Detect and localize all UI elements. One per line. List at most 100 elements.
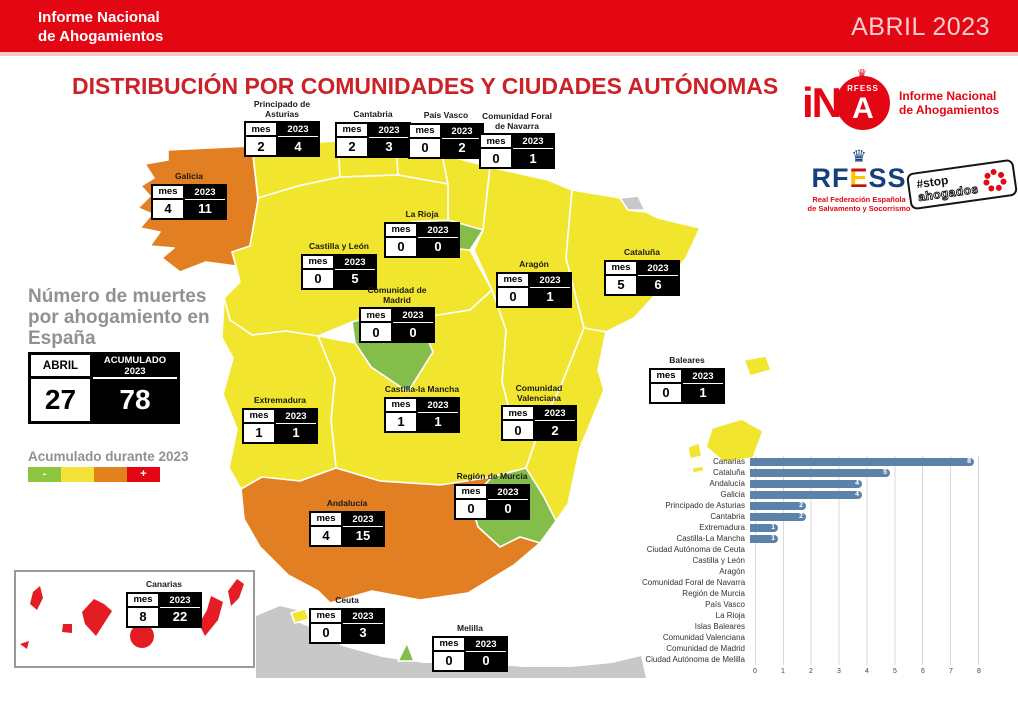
region-data-table: mes 2023 5 6 — [604, 259, 680, 296]
region-accumulated-value: 1 — [513, 149, 553, 168]
chart-row: Ciudad Autónoma de Ceuta — [642, 544, 1014, 555]
chart-bar-track: 1 — [750, 533, 974, 544]
col-header-2023: 2023 — [530, 273, 570, 288]
chart-bar-value: 2 — [799, 513, 803, 520]
col-header-2023: 2023 — [638, 261, 678, 276]
chart-bar: 4 — [750, 490, 862, 499]
chart-row: Islas Baleares — [642, 621, 1014, 632]
ina-logo: iN ♛ RFESS A Informe Nacional de Ahogami… — [802, 68, 1000, 130]
chart-bar-track: 2 — [750, 511, 974, 522]
chart-row: Castilla y León — [642, 555, 1014, 566]
region-name-label: La Rioja — [405, 209, 439, 219]
chart-row: Comunidad Foral de Navarra — [642, 577, 1014, 588]
rfess-acronym: RFESS — [800, 165, 918, 192]
region-stats-asturias: Principado de Asturias mes 2023 2 4 — [243, 99, 321, 158]
col-header-2023: 2023 — [335, 255, 375, 270]
col-header-mes: mes — [128, 593, 160, 608]
region-stats-baleares: Baleares mes 2023 0 1 — [648, 355, 726, 404]
region-stats-andalucia: Andalucía mes 2023 4 15 — [308, 498, 386, 547]
col-header-2023: 2023 — [160, 593, 200, 608]
legend-swatch-orange — [94, 467, 127, 482]
region-stats-pais_vasco: País Vasco mes 2023 0 2 — [407, 110, 485, 159]
chart-bar: 2 — [750, 501, 806, 510]
region-data-table: mes 2023 0 1 — [649, 367, 725, 404]
region-month-value: 1 — [386, 412, 418, 431]
chart-category-label: Cantabria — [710, 512, 745, 521]
col-header-mes: mes — [153, 185, 185, 200]
rfess-caption-line1: Real Federación Española — [812, 195, 906, 204]
col-header-2023: 2023 — [535, 407, 575, 422]
chart-bar-track — [750, 555, 974, 566]
region-data-table: mes 2023 0 3 — [309, 607, 385, 644]
region-month-value: 0 — [434, 651, 466, 670]
chart-bar-track — [750, 566, 974, 577]
region-stats-cantabria: Cantabria mes 2023 2 3 — [334, 109, 412, 158]
region-data-table: mes 2023 0 0 — [432, 635, 508, 672]
region-data-table: mes 2023 0 1 — [479, 133, 555, 170]
chart-bar-track: 8 — [750, 456, 974, 467]
region-data-table: mes 2023 0 0 — [454, 483, 530, 520]
chart-bar-value: 1 — [771, 524, 775, 531]
x-tick-label: 4 — [865, 668, 869, 675]
region-accumulated-value: 0 — [466, 651, 506, 670]
region-accumulated-value: 1 — [530, 287, 570, 306]
region-accumulated-value: 5 — [335, 269, 375, 288]
region-stats-cataluna: Cataluña mes 2023 5 6 — [603, 247, 681, 296]
chart-bar-value: 1 — [771, 535, 775, 542]
region-name-label: Región de Murcia — [456, 471, 528, 481]
col-header-mes: mes — [410, 124, 442, 139]
region-month-value: 0 — [481, 149, 513, 168]
chart-bar-track — [750, 577, 974, 588]
region-data-table: mes 2023 0 0 — [384, 221, 460, 258]
x-tick-label: 1 — [781, 668, 785, 675]
ina-circle-icon: ♛ RFESS A — [836, 68, 890, 130]
header-bar: Informe Nacional de Ahogamientos ABRIL 2… — [0, 0, 1018, 56]
chart-category-label: Ciudad Autónoma de Ceuta — [646, 545, 745, 554]
chart-category-label: La Rioja — [715, 611, 745, 620]
chart-bar-track: 4 — [750, 478, 974, 489]
col-header-mes: mes — [303, 255, 335, 270]
chart-row: Andalucía 4 — [642, 478, 1014, 489]
region-month-value: 0 — [386, 237, 418, 256]
ina-letters: iN — [802, 79, 842, 126]
chart-row: Extremadura 1 — [642, 522, 1014, 533]
chart-bar-track — [750, 643, 974, 654]
region-accumulated-value: 11 — [185, 199, 225, 218]
chart-bar: 8 — [750, 457, 974, 466]
summary-month-value: 27 — [31, 379, 93, 421]
rfess-caption-line2: de Salvamento y Socorrismo — [807, 204, 911, 214]
region-data-table: mes 2023 8 22 — [126, 591, 202, 628]
col-header-2023: 2023 — [488, 485, 528, 500]
region-accumulated-value: 15 — [343, 526, 383, 545]
canarias-islands-map — [20, 579, 244, 649]
x-tick-label: 7 — [949, 668, 953, 675]
col-header-mes: mes — [481, 135, 513, 150]
chart-bar-value: 4 — [855, 480, 859, 487]
col-header-2023: 2023 — [369, 123, 409, 138]
summary-col-month: ABRIL — [31, 355, 93, 379]
chart-category-label: Islas Baleares — [694, 622, 745, 631]
col-header-mes: mes — [337, 123, 369, 138]
col-header-mes: mes — [503, 407, 535, 422]
region-month-value: 0 — [498, 287, 530, 306]
x-tick-label: 5 — [893, 668, 897, 675]
chart-category-label: Extremadura — [699, 523, 745, 532]
region-month-value: 0 — [311, 623, 343, 642]
chart-bar: 5 — [750, 468, 890, 477]
chart-bar-value: 2 — [799, 502, 803, 509]
region-data-table: mes 2023 0 0 — [359, 307, 435, 344]
region-name-label: Cataluña — [624, 247, 660, 257]
region-stats-murcia: Región de Murcia mes 2023 0 0 — [453, 471, 531, 520]
region-stats-castilla_mancha: Castilla-la Mancha mes 2023 1 1 — [383, 384, 461, 433]
x-tick-label: 2 — [809, 668, 813, 675]
region-name-label: Extremadura — [254, 395, 306, 405]
col-header-mes: mes — [246, 123, 278, 138]
col-header-mes: mes — [386, 223, 418, 238]
col-header-mes: mes — [244, 409, 276, 424]
region-month-value: 0 — [410, 138, 442, 157]
region-data-table: mes 2023 1 1 — [242, 407, 318, 444]
region-stats-rioja: La Rioja mes 2023 0 0 — [383, 209, 461, 258]
ina-caption-line2: de Ahogamientos — [899, 103, 1000, 117]
region-name-label: Comunidad de Madrid — [367, 285, 427, 305]
region-stats-galicia: Galicia mes 2023 4 11 — [150, 171, 228, 220]
